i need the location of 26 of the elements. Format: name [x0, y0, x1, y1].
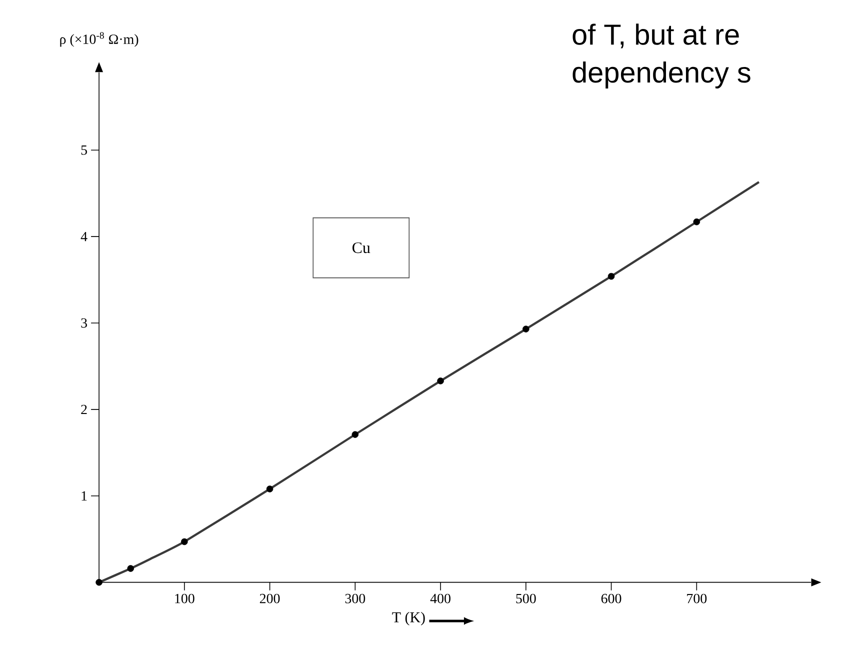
- y-tick-label: 5: [81, 145, 87, 155]
- y-tick-label: 3: [81, 318, 87, 328]
- y-axis-title: ρ (×10$^{-8}$ Ω·m): [60, 32, 138, 47]
- point: [181, 538, 188, 546]
- x-tick-label: 300: [345, 594, 366, 604]
- point: [352, 431, 359, 438]
- x-axis-title: T (K): [392, 612, 425, 626]
- x-tick-label: 700: [687, 594, 707, 604]
- x-tick-label: 600: [601, 594, 622, 604]
- point: [608, 272, 615, 280]
- x-tick-label: 100: [175, 594, 194, 604]
- y-tick-label: 1: [82, 491, 87, 500]
- text: of T, but at re: [572, 24, 739, 48]
- point: [437, 378, 444, 384]
- y-tick-label: 4: [80, 232, 88, 242]
- y-tick-label: 2: [81, 404, 87, 414]
- x-tick-label: 500: [516, 594, 536, 604]
- x-tick-label: 200: [260, 594, 280, 604]
- x-tick-label: 400: [430, 594, 450, 604]
- annotation: Cu: [352, 242, 370, 254]
- point: [266, 486, 274, 492]
- annotation: dependency s: [572, 62, 750, 88]
- point: [693, 218, 700, 226]
- point: [96, 578, 102, 586]
- point: [522, 326, 530, 332]
- point: [127, 565, 134, 572]
